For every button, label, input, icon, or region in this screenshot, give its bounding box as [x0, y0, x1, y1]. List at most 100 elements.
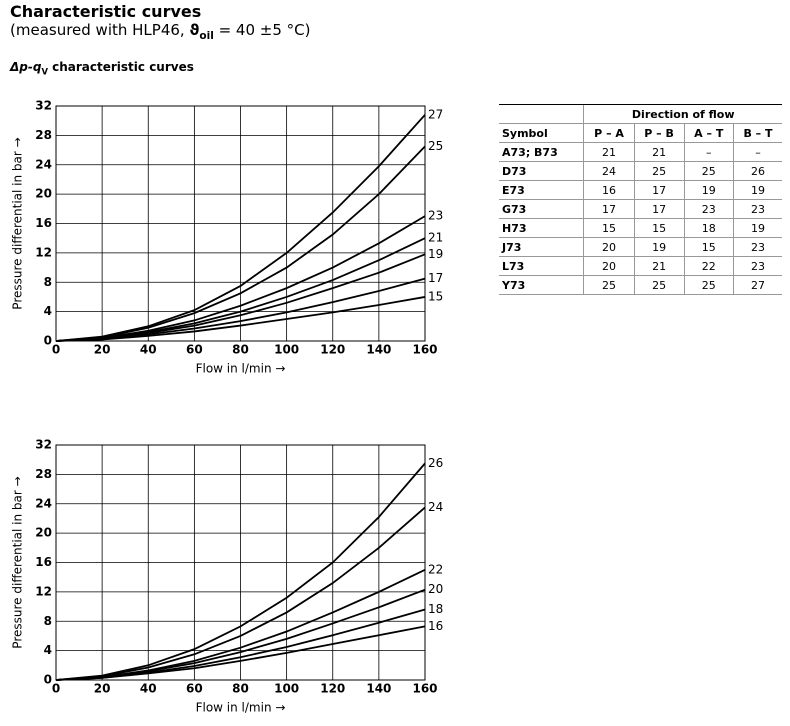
- curve-label: 21: [428, 231, 443, 245]
- plot-frame: [55, 105, 426, 342]
- x-tick-label: 40: [140, 343, 157, 357]
- table-cell: 23: [732, 199, 782, 219]
- table-cell: 24: [583, 161, 635, 181]
- table-row: A73; B73 21 21– –: [499, 142, 782, 162]
- x-tick-label: 160: [412, 682, 437, 696]
- table-cell: 25: [633, 275, 685, 295]
- table-cell: 25: [683, 161, 734, 181]
- x-tick-label: 60: [186, 682, 203, 696]
- y-tick-label: 28: [35, 467, 52, 481]
- y-axis-label: Pressure differential in bar →: [11, 137, 25, 309]
- table-cell: 17: [633, 180, 685, 200]
- x-tick-label: 40: [140, 682, 157, 696]
- table-row: J73 20 19 15 23: [499, 237, 782, 257]
- section-title-text: characteristic curves: [47, 60, 194, 74]
- table-cell: 25: [583, 275, 635, 295]
- curve-label: 24: [428, 500, 443, 514]
- row-symbol: J73: [499, 237, 584, 257]
- x-tick-label: 0: [52, 343, 60, 357]
- table-cell: 15: [633, 218, 685, 238]
- group-header: Direction of flow: [583, 104, 782, 124]
- y-tick-label: 4: [44, 304, 52, 318]
- x-tick-label: 120: [320, 682, 345, 696]
- row-symbol: E73: [499, 180, 584, 200]
- column-header: A – T: [683, 123, 734, 143]
- curve: [55, 145, 426, 342]
- plot-frame: [55, 444, 426, 681]
- column-header: Symbol: [499, 123, 584, 143]
- y-tick-label: 0: [44, 334, 52, 348]
- y-tick-label: 20: [35, 187, 52, 201]
- y-tick-label: 8: [44, 275, 52, 289]
- curve: [55, 277, 426, 342]
- subtitle-text: (measured with HLP46,: [10, 21, 190, 39]
- subtitle: (measured with HLP46, ϑoil = 40 ±5 °C): [10, 21, 310, 42]
- curve: [55, 462, 426, 681]
- x-tick-label: 0: [52, 682, 60, 696]
- table-cell: –: [683, 142, 734, 162]
- table-cell: 20: [583, 237, 635, 257]
- y-tick-label: 28: [35, 128, 52, 142]
- title: Characteristic curves: [10, 2, 202, 21]
- x-tick-label: 20: [94, 682, 111, 696]
- table-cell: 19: [732, 180, 782, 200]
- curve-label: 18: [428, 602, 443, 616]
- curve: [55, 506, 426, 681]
- table-cell: 25: [633, 161, 685, 181]
- row-symbol: D73: [499, 161, 584, 181]
- x-tick-label: 140: [366, 343, 391, 357]
- y-tick-label: 32: [35, 99, 52, 113]
- table-row: H73 15 15 18 19: [499, 218, 782, 238]
- table-row: G73 17 17 23 23: [499, 199, 782, 219]
- x-tick-label: 20: [94, 343, 111, 357]
- column-header: B – T: [732, 123, 782, 143]
- x-tick-label: 60: [186, 343, 203, 357]
- table-cell: 23: [683, 199, 734, 219]
- curve-label: 25: [428, 139, 443, 153]
- row-symbol: Y73: [499, 275, 584, 295]
- table-cell: 16: [583, 180, 635, 200]
- table-cell: 23: [732, 237, 782, 257]
- y-tick-label: 4: [44, 643, 52, 657]
- table-cell: 19: [732, 218, 782, 238]
- table-cell: 21: [633, 142, 685, 162]
- table-cell: 15: [683, 237, 734, 257]
- curve-label: 19: [428, 247, 443, 261]
- table-cell: 25: [683, 275, 734, 295]
- curve: [55, 588, 426, 681]
- y-tick-label: 16: [35, 216, 52, 230]
- curve: [55, 114, 426, 342]
- row-symbol: G73: [499, 199, 584, 219]
- table-cell: –: [732, 142, 782, 162]
- curve: [55, 296, 426, 342]
- row-symbol: L73: [499, 256, 584, 276]
- table-cell: 27: [732, 275, 782, 295]
- x-tick-label: 100: [274, 682, 299, 696]
- table-cell: 19: [683, 180, 734, 200]
- x-tick-label: 160: [412, 343, 437, 357]
- row-symbol: A73; B73: [499, 142, 584, 162]
- curve-label: 23: [428, 209, 443, 223]
- row-symbol: H73: [499, 218, 584, 238]
- section-title: Δp-qV characteristic curves: [10, 60, 194, 76]
- subtitle-symbol: ϑ: [189, 21, 200, 39]
- y-tick-label: 8: [44, 614, 52, 628]
- curve-label: 27: [428, 107, 443, 121]
- table-cell: 19: [633, 237, 685, 257]
- curve-label: 22: [428, 562, 443, 576]
- curve: [55, 625, 426, 681]
- y-tick-label: 24: [35, 157, 52, 171]
- curve-label: 16: [428, 619, 443, 633]
- y-tick-label: 12: [35, 245, 52, 259]
- table-row: D73 24 25 25 26: [499, 161, 782, 181]
- table-header-row: Direction of flow: [499, 104, 782, 124]
- table-cell: 18: [683, 218, 734, 238]
- section-title-subscript: V: [41, 66, 48, 77]
- y-tick-label: 0: [44, 673, 52, 687]
- table-cell: 21: [583, 142, 635, 162]
- column-header: P – A: [583, 123, 635, 143]
- x-axis-label: Flow in l/min →: [196, 362, 286, 376]
- subtitle-text: = 40 ±5 °C): [213, 21, 311, 39]
